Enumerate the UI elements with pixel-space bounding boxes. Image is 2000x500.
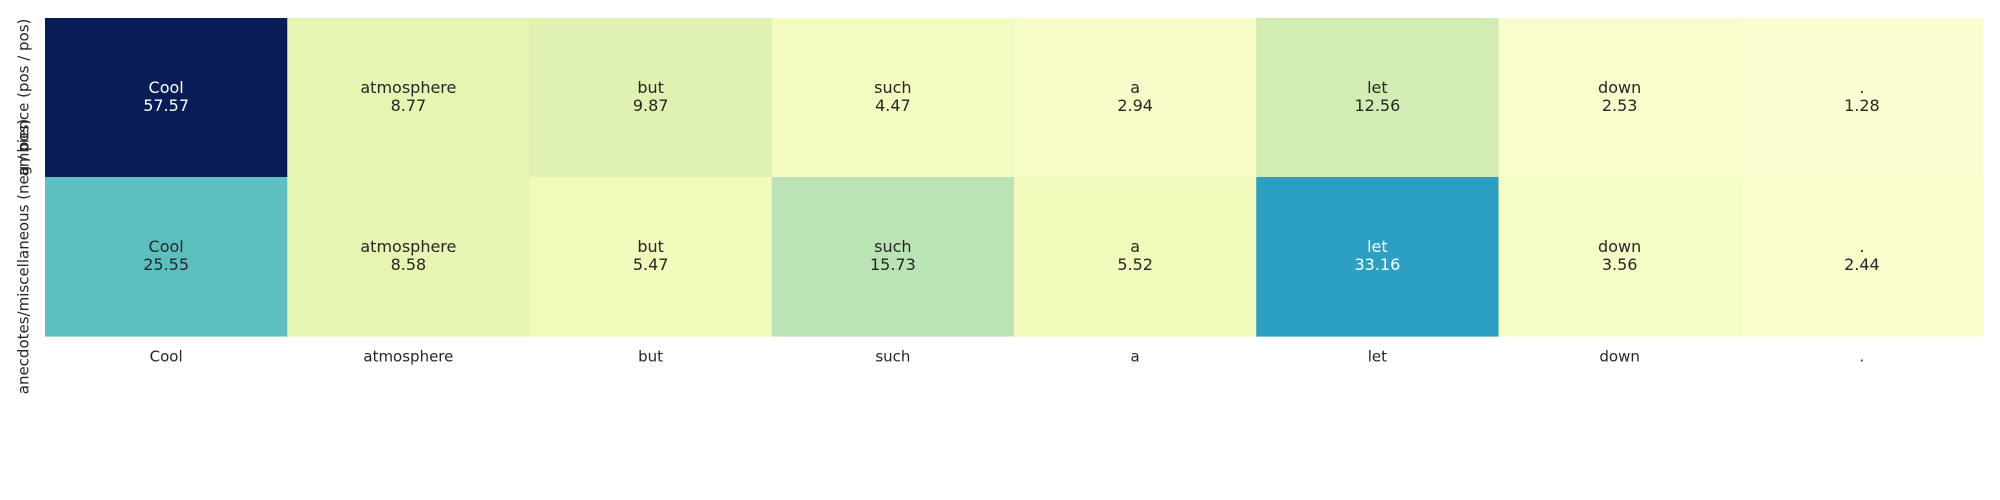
cell-token-label: let bbox=[1367, 78, 1388, 97]
heatmap-cell bbox=[1740, 18, 1984, 178]
heatmap-cell bbox=[287, 18, 531, 178]
heatmap-cell bbox=[45, 177, 288, 337]
x-tick-label: but bbox=[638, 348, 663, 366]
cell-token-label: such bbox=[874, 237, 911, 256]
cell-value-label: 1.28 bbox=[1844, 96, 1880, 115]
cell-annotations: Cool57.57atmosphere8.77but9.87such4.47a2… bbox=[143, 78, 1879, 274]
cell-token-label: down bbox=[1598, 237, 1641, 256]
cell-token-label: Cool bbox=[149, 78, 184, 97]
cell-value-label: 8.58 bbox=[391, 255, 427, 274]
cell-value-label: 33.16 bbox=[1354, 255, 1400, 274]
heatmap-cell bbox=[1014, 177, 1257, 337]
heatmap-cell bbox=[529, 18, 773, 178]
cell-value-label: 5.52 bbox=[1117, 255, 1153, 274]
heatmap-cell bbox=[1256, 18, 1500, 178]
cell-value-label: 2.53 bbox=[1602, 96, 1638, 115]
cell-token-label: but bbox=[637, 78, 664, 97]
heatmap-cell bbox=[771, 18, 1015, 178]
x-tick-label: atmosphere bbox=[363, 348, 453, 366]
x-tick-label: let bbox=[1368, 348, 1387, 366]
cell-value-label: 25.55 bbox=[143, 255, 189, 274]
y-tick-label: anecdotes/miscellaneous (neg / pos) bbox=[15, 119, 33, 395]
x-tick-label: . bbox=[1859, 348, 1864, 366]
y-tick-label: ambience (pos / pos) bbox=[15, 19, 33, 177]
heatmap-cell bbox=[529, 177, 773, 337]
cell-value-label: 9.87 bbox=[633, 96, 669, 115]
cell-token-label: a bbox=[1130, 78, 1140, 97]
heatmap-cell bbox=[1014, 18, 1257, 178]
cell-value-label: 15.73 bbox=[870, 255, 916, 274]
cell-token-label: such bbox=[874, 78, 911, 97]
cell-value-label: 4.47 bbox=[875, 96, 911, 115]
x-tick-label: down bbox=[1599, 348, 1639, 366]
x-tick-label: such bbox=[875, 348, 910, 366]
heatmap-cell bbox=[45, 18, 288, 178]
cell-value-label: 3.56 bbox=[1602, 255, 1638, 274]
cell-token-label: down bbox=[1598, 78, 1641, 97]
cell-token-label: . bbox=[1859, 237, 1864, 256]
x-axis-tick-labels: Cool atmosphere but such a let down. bbox=[150, 348, 1865, 366]
heatmap-cell bbox=[1498, 18, 1742, 178]
cell-value-label: 5.47 bbox=[633, 255, 669, 274]
cell-token-label: atmosphere bbox=[360, 237, 456, 256]
cell-value-label: 8.77 bbox=[391, 96, 427, 115]
cell-token-label: Cool bbox=[149, 237, 184, 256]
cell-value-label: 2.44 bbox=[1844, 255, 1880, 274]
x-tick-label: a bbox=[1131, 348, 1140, 366]
cell-token-label: . bbox=[1859, 78, 1864, 97]
x-tick-label: Cool bbox=[150, 348, 183, 366]
cell-value-label: 2.94 bbox=[1117, 96, 1153, 115]
cell-value-label: 57.57 bbox=[143, 96, 189, 115]
heatmap-cell bbox=[771, 177, 1015, 337]
heatmap-cells bbox=[45, 18, 1984, 337]
cell-value-label: 12.56 bbox=[1354, 96, 1400, 115]
y-axis-tick-labels: ambience (pos / pos)anecdotes/miscellane… bbox=[15, 19, 33, 395]
cell-token-label: a bbox=[1130, 237, 1140, 256]
cell-token-label: let bbox=[1367, 237, 1388, 256]
heatmap-cell bbox=[1256, 177, 1500, 337]
cell-token-label: but bbox=[637, 237, 664, 256]
cell-token-label: atmosphere bbox=[360, 78, 456, 97]
heatmap-cell bbox=[1740, 177, 1984, 337]
heatmap-cell bbox=[287, 177, 531, 337]
heatmap-cell bbox=[1498, 177, 1742, 337]
